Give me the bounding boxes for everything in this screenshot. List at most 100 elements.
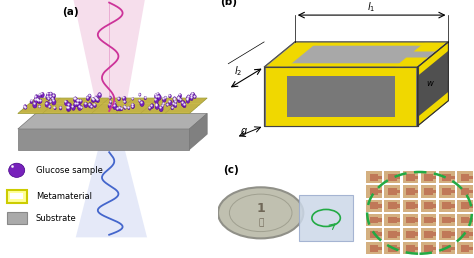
FancyBboxPatch shape <box>457 238 473 240</box>
FancyBboxPatch shape <box>457 186 473 188</box>
Ellipse shape <box>120 108 123 111</box>
FancyBboxPatch shape <box>299 195 353 241</box>
Ellipse shape <box>178 94 182 98</box>
FancyBboxPatch shape <box>384 242 400 254</box>
Polygon shape <box>395 58 428 67</box>
FancyBboxPatch shape <box>384 200 400 212</box>
Ellipse shape <box>98 93 101 98</box>
FancyBboxPatch shape <box>433 200 437 204</box>
Text: $l_2$: $l_2$ <box>234 64 243 78</box>
Circle shape <box>218 187 303 238</box>
Ellipse shape <box>86 96 90 101</box>
FancyBboxPatch shape <box>451 250 455 254</box>
FancyBboxPatch shape <box>366 200 382 202</box>
FancyBboxPatch shape <box>433 179 437 183</box>
Ellipse shape <box>148 106 151 110</box>
Ellipse shape <box>177 97 181 103</box>
FancyBboxPatch shape <box>397 214 400 218</box>
Ellipse shape <box>51 96 55 101</box>
FancyBboxPatch shape <box>457 200 461 212</box>
Ellipse shape <box>38 105 41 108</box>
FancyBboxPatch shape <box>433 214 437 218</box>
Ellipse shape <box>53 94 55 98</box>
FancyBboxPatch shape <box>402 171 418 174</box>
FancyBboxPatch shape <box>433 171 437 175</box>
Ellipse shape <box>109 96 111 99</box>
Text: 元: 元 <box>258 219 264 228</box>
FancyBboxPatch shape <box>439 186 442 198</box>
FancyBboxPatch shape <box>366 186 382 188</box>
FancyBboxPatch shape <box>457 214 461 226</box>
Polygon shape <box>414 42 447 52</box>
Ellipse shape <box>95 96 98 100</box>
FancyBboxPatch shape <box>433 228 437 232</box>
Ellipse shape <box>76 102 80 107</box>
FancyBboxPatch shape <box>439 186 455 188</box>
FancyBboxPatch shape <box>451 200 455 204</box>
FancyBboxPatch shape <box>7 190 27 203</box>
FancyBboxPatch shape <box>421 252 437 254</box>
FancyBboxPatch shape <box>457 200 473 212</box>
Ellipse shape <box>49 92 53 97</box>
FancyBboxPatch shape <box>397 250 400 254</box>
FancyBboxPatch shape <box>457 242 461 254</box>
FancyBboxPatch shape <box>384 214 400 216</box>
FancyBboxPatch shape <box>366 200 382 212</box>
FancyBboxPatch shape <box>402 171 418 183</box>
FancyBboxPatch shape <box>439 171 442 183</box>
FancyBboxPatch shape <box>384 171 400 183</box>
FancyBboxPatch shape <box>421 181 437 183</box>
FancyBboxPatch shape <box>402 228 406 240</box>
Polygon shape <box>189 114 207 150</box>
Ellipse shape <box>9 163 25 178</box>
FancyBboxPatch shape <box>433 242 437 246</box>
FancyBboxPatch shape <box>415 214 418 218</box>
Ellipse shape <box>128 107 130 110</box>
FancyBboxPatch shape <box>469 222 473 226</box>
FancyBboxPatch shape <box>439 181 455 183</box>
FancyBboxPatch shape <box>439 171 455 174</box>
Polygon shape <box>18 129 189 150</box>
Ellipse shape <box>132 106 134 108</box>
FancyBboxPatch shape <box>402 228 418 240</box>
Ellipse shape <box>74 102 77 107</box>
Text: Glucose sample: Glucose sample <box>36 166 102 175</box>
FancyBboxPatch shape <box>469 179 473 183</box>
FancyBboxPatch shape <box>378 208 382 212</box>
Text: (b): (b) <box>220 0 237 7</box>
FancyBboxPatch shape <box>384 209 400 212</box>
FancyBboxPatch shape <box>421 186 424 198</box>
Ellipse shape <box>95 98 98 102</box>
Ellipse shape <box>46 92 51 98</box>
FancyBboxPatch shape <box>451 208 455 212</box>
FancyBboxPatch shape <box>384 238 400 240</box>
FancyBboxPatch shape <box>384 186 400 198</box>
FancyBboxPatch shape <box>384 242 400 245</box>
Ellipse shape <box>54 107 56 110</box>
FancyBboxPatch shape <box>402 214 406 226</box>
Polygon shape <box>264 67 418 126</box>
Ellipse shape <box>46 95 49 100</box>
FancyBboxPatch shape <box>366 186 370 198</box>
FancyBboxPatch shape <box>378 200 382 204</box>
FancyBboxPatch shape <box>457 186 461 198</box>
FancyBboxPatch shape <box>439 214 442 226</box>
Ellipse shape <box>124 100 126 104</box>
FancyBboxPatch shape <box>469 236 473 240</box>
Text: Metamaterial: Metamaterial <box>36 192 91 200</box>
Ellipse shape <box>144 96 146 100</box>
Ellipse shape <box>173 102 175 106</box>
Ellipse shape <box>183 103 186 108</box>
Ellipse shape <box>186 98 190 103</box>
Ellipse shape <box>91 98 95 102</box>
FancyBboxPatch shape <box>366 195 382 198</box>
FancyBboxPatch shape <box>402 209 418 212</box>
FancyBboxPatch shape <box>439 214 455 216</box>
FancyBboxPatch shape <box>439 242 442 254</box>
Ellipse shape <box>35 95 38 100</box>
FancyBboxPatch shape <box>457 171 461 183</box>
FancyBboxPatch shape <box>384 228 400 240</box>
FancyBboxPatch shape <box>433 208 437 212</box>
FancyBboxPatch shape <box>451 228 455 232</box>
Text: (a): (a) <box>63 7 79 18</box>
